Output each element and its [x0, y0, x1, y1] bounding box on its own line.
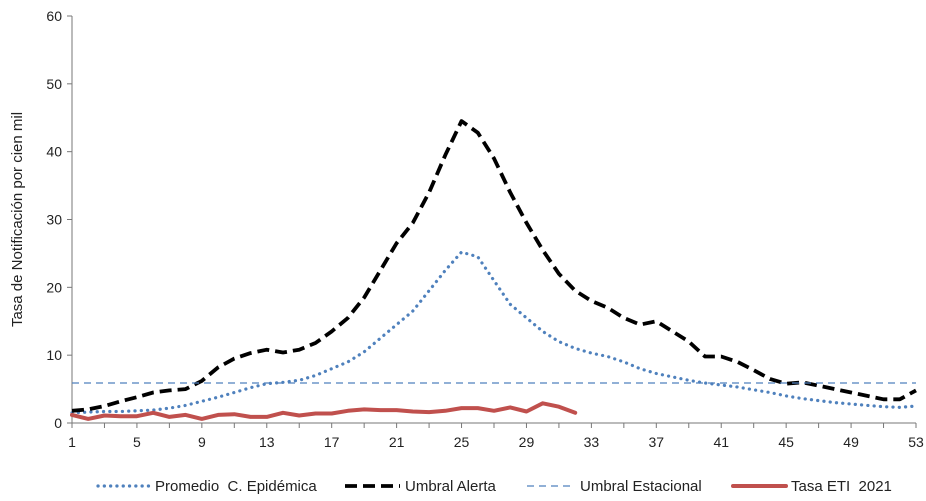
y-tick-label: 20 — [46, 279, 62, 295]
y-tick-label: 30 — [46, 212, 62, 228]
legend: Promedio C. Epidémica Umbral Alerta Umbral… — [96, 478, 892, 495]
legend-label-1: Promedio C. Epidémica — [155, 478, 317, 495]
series-line-2 — [71, 119, 917, 413]
y-tick-label: 60 — [46, 8, 62, 24]
legend-label-2: Umbral Alerta — [405, 478, 497, 495]
y-tick-label: 50 — [46, 76, 62, 92]
x-tick-label: 9 — [198, 434, 206, 450]
x-tick-label: 29 — [519, 434, 535, 450]
series-group — [70, 119, 918, 421]
series-line-1 — [70, 250, 918, 415]
series-line-4 — [70, 401, 578, 421]
legend-label-3: Umbral Estacional — [580, 478, 702, 495]
y-tick-label: 40 — [46, 144, 62, 160]
x-tick-label: 41 — [713, 434, 729, 450]
y-tick-label: 10 — [46, 347, 62, 363]
x-axis-ticks: 1 5 9 13 17 21 25 29 33 37 41 45 49 53 — [68, 423, 924, 450]
legend-label-4: Tasa ETI 2021 — [791, 478, 892, 495]
x-tick-label: 33 — [584, 434, 600, 450]
x-tick-label: 21 — [389, 434, 405, 450]
y-axis-title: Tasa de Notificación por cien mil — [9, 112, 26, 327]
x-tick-label: 5 — [133, 434, 141, 450]
x-tick-label: 45 — [778, 434, 794, 450]
x-tick-label: 13 — [259, 434, 275, 450]
x-tick-label: 25 — [454, 434, 470, 450]
x-tick-label: 17 — [324, 434, 340, 450]
x-tick-label: 49 — [843, 434, 859, 450]
x-tick-label: 37 — [649, 434, 665, 450]
x-tick-label: 1 — [68, 434, 76, 450]
x-tick-label: 53 — [908, 434, 924, 450]
y-tick-label: 0 — [54, 415, 62, 431]
y-axis-ticks: 0 10 20 30 40 50 60 — [46, 8, 72, 431]
